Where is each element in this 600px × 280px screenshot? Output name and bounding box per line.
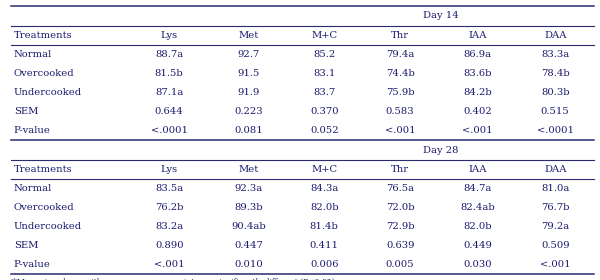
Text: P-value: P-value bbox=[14, 126, 50, 135]
Text: 92.3a: 92.3a bbox=[235, 184, 263, 193]
Text: 83.3a: 83.3a bbox=[541, 50, 569, 59]
Text: SEM: SEM bbox=[14, 107, 38, 116]
Text: Normal: Normal bbox=[14, 184, 52, 193]
Text: 79.4a: 79.4a bbox=[386, 50, 415, 59]
Text: 0.583: 0.583 bbox=[386, 107, 415, 116]
Text: Thr: Thr bbox=[391, 31, 409, 40]
Text: Undercooked: Undercooked bbox=[14, 88, 82, 97]
Text: IAA: IAA bbox=[469, 165, 487, 174]
Text: <.001: <.001 bbox=[154, 260, 185, 269]
Text: 91.5: 91.5 bbox=[237, 69, 260, 78]
Text: 0.644: 0.644 bbox=[155, 107, 184, 116]
Text: 0.449: 0.449 bbox=[463, 241, 492, 250]
Text: 81.5b: 81.5b bbox=[155, 69, 184, 78]
Text: M+C: M+C bbox=[311, 165, 337, 174]
Text: M+C: M+C bbox=[311, 31, 337, 40]
Text: 84.3a: 84.3a bbox=[310, 184, 338, 193]
Text: Lys: Lys bbox=[161, 165, 178, 174]
Text: 87.1a: 87.1a bbox=[155, 88, 184, 97]
Text: Thr: Thr bbox=[391, 165, 409, 174]
Text: 82.0b: 82.0b bbox=[310, 203, 338, 212]
Text: Met: Met bbox=[238, 165, 259, 174]
Text: ᵃᵇMeans in column with no common superscripts are significantly different (P<0.0: ᵃᵇMeans in column with no common supersc… bbox=[11, 278, 337, 280]
Text: 81.4b: 81.4b bbox=[310, 222, 339, 231]
Text: 76.7b: 76.7b bbox=[541, 203, 569, 212]
Text: 83.6b: 83.6b bbox=[463, 69, 492, 78]
Text: 0.005: 0.005 bbox=[386, 260, 415, 269]
Text: Met: Met bbox=[238, 31, 259, 40]
Text: 0.006: 0.006 bbox=[310, 260, 338, 269]
Text: 72.0b: 72.0b bbox=[386, 203, 415, 212]
Text: DAA: DAA bbox=[544, 165, 566, 174]
Text: P-value: P-value bbox=[14, 260, 50, 269]
Text: Lys: Lys bbox=[161, 31, 178, 40]
Text: Treatments: Treatments bbox=[14, 31, 73, 40]
Text: 0.402: 0.402 bbox=[463, 107, 492, 116]
Text: Day 14: Day 14 bbox=[423, 11, 458, 20]
Text: Treatments: Treatments bbox=[14, 165, 73, 174]
Text: 90.4ab: 90.4ab bbox=[231, 222, 266, 231]
Text: DAA: DAA bbox=[544, 31, 566, 40]
Text: 0.030: 0.030 bbox=[463, 260, 492, 269]
Text: <.001: <.001 bbox=[463, 126, 493, 135]
Text: 0.509: 0.509 bbox=[541, 241, 569, 250]
Text: 0.052: 0.052 bbox=[310, 126, 338, 135]
Text: 83.1: 83.1 bbox=[313, 69, 335, 78]
Text: <.001: <.001 bbox=[385, 126, 415, 135]
Text: 0.890: 0.890 bbox=[155, 241, 184, 250]
Text: 0.010: 0.010 bbox=[234, 260, 263, 269]
Text: SEM: SEM bbox=[14, 241, 38, 250]
Text: 0.639: 0.639 bbox=[386, 241, 415, 250]
Text: 84.2b: 84.2b bbox=[463, 88, 492, 97]
Text: Undercooked: Undercooked bbox=[14, 222, 82, 231]
Text: Overcooked: Overcooked bbox=[14, 203, 74, 212]
Text: 89.3b: 89.3b bbox=[234, 203, 263, 212]
Text: 0.515: 0.515 bbox=[541, 107, 569, 116]
Text: 85.2: 85.2 bbox=[313, 50, 335, 59]
Text: 0.447: 0.447 bbox=[234, 241, 263, 250]
Text: 78.4b: 78.4b bbox=[541, 69, 569, 78]
Text: 83.5a: 83.5a bbox=[155, 184, 184, 193]
Text: IAA: IAA bbox=[469, 31, 487, 40]
Text: 86.9a: 86.9a bbox=[464, 50, 492, 59]
Text: 74.4b: 74.4b bbox=[386, 69, 415, 78]
Text: 82.4ab: 82.4ab bbox=[460, 203, 495, 212]
Text: 81.0a: 81.0a bbox=[541, 184, 569, 193]
Text: 82.0b: 82.0b bbox=[463, 222, 492, 231]
Text: 75.9b: 75.9b bbox=[386, 88, 415, 97]
Text: 79.2a: 79.2a bbox=[541, 222, 569, 231]
Text: 92.7: 92.7 bbox=[238, 50, 260, 59]
Text: 76.2b: 76.2b bbox=[155, 203, 184, 212]
Text: 83.2a: 83.2a bbox=[155, 222, 184, 231]
Text: Day 28: Day 28 bbox=[423, 146, 458, 155]
Text: 83.7: 83.7 bbox=[313, 88, 335, 97]
Text: 80.3b: 80.3b bbox=[541, 88, 569, 97]
Text: 0.411: 0.411 bbox=[310, 241, 339, 250]
Text: 0.081: 0.081 bbox=[234, 126, 263, 135]
Text: <.001: <.001 bbox=[540, 260, 571, 269]
Text: 88.7a: 88.7a bbox=[155, 50, 184, 59]
Text: 76.5a: 76.5a bbox=[386, 184, 414, 193]
Text: 0.223: 0.223 bbox=[234, 107, 263, 116]
Text: 91.9: 91.9 bbox=[237, 88, 260, 97]
Text: 0.370: 0.370 bbox=[310, 107, 338, 116]
Text: 72.9b: 72.9b bbox=[386, 222, 415, 231]
Text: Normal: Normal bbox=[14, 50, 52, 59]
Text: <.0001: <.0001 bbox=[537, 126, 574, 135]
Text: <.0001: <.0001 bbox=[151, 126, 188, 135]
Text: Overcooked: Overcooked bbox=[14, 69, 74, 78]
Text: 84.7a: 84.7a bbox=[464, 184, 492, 193]
